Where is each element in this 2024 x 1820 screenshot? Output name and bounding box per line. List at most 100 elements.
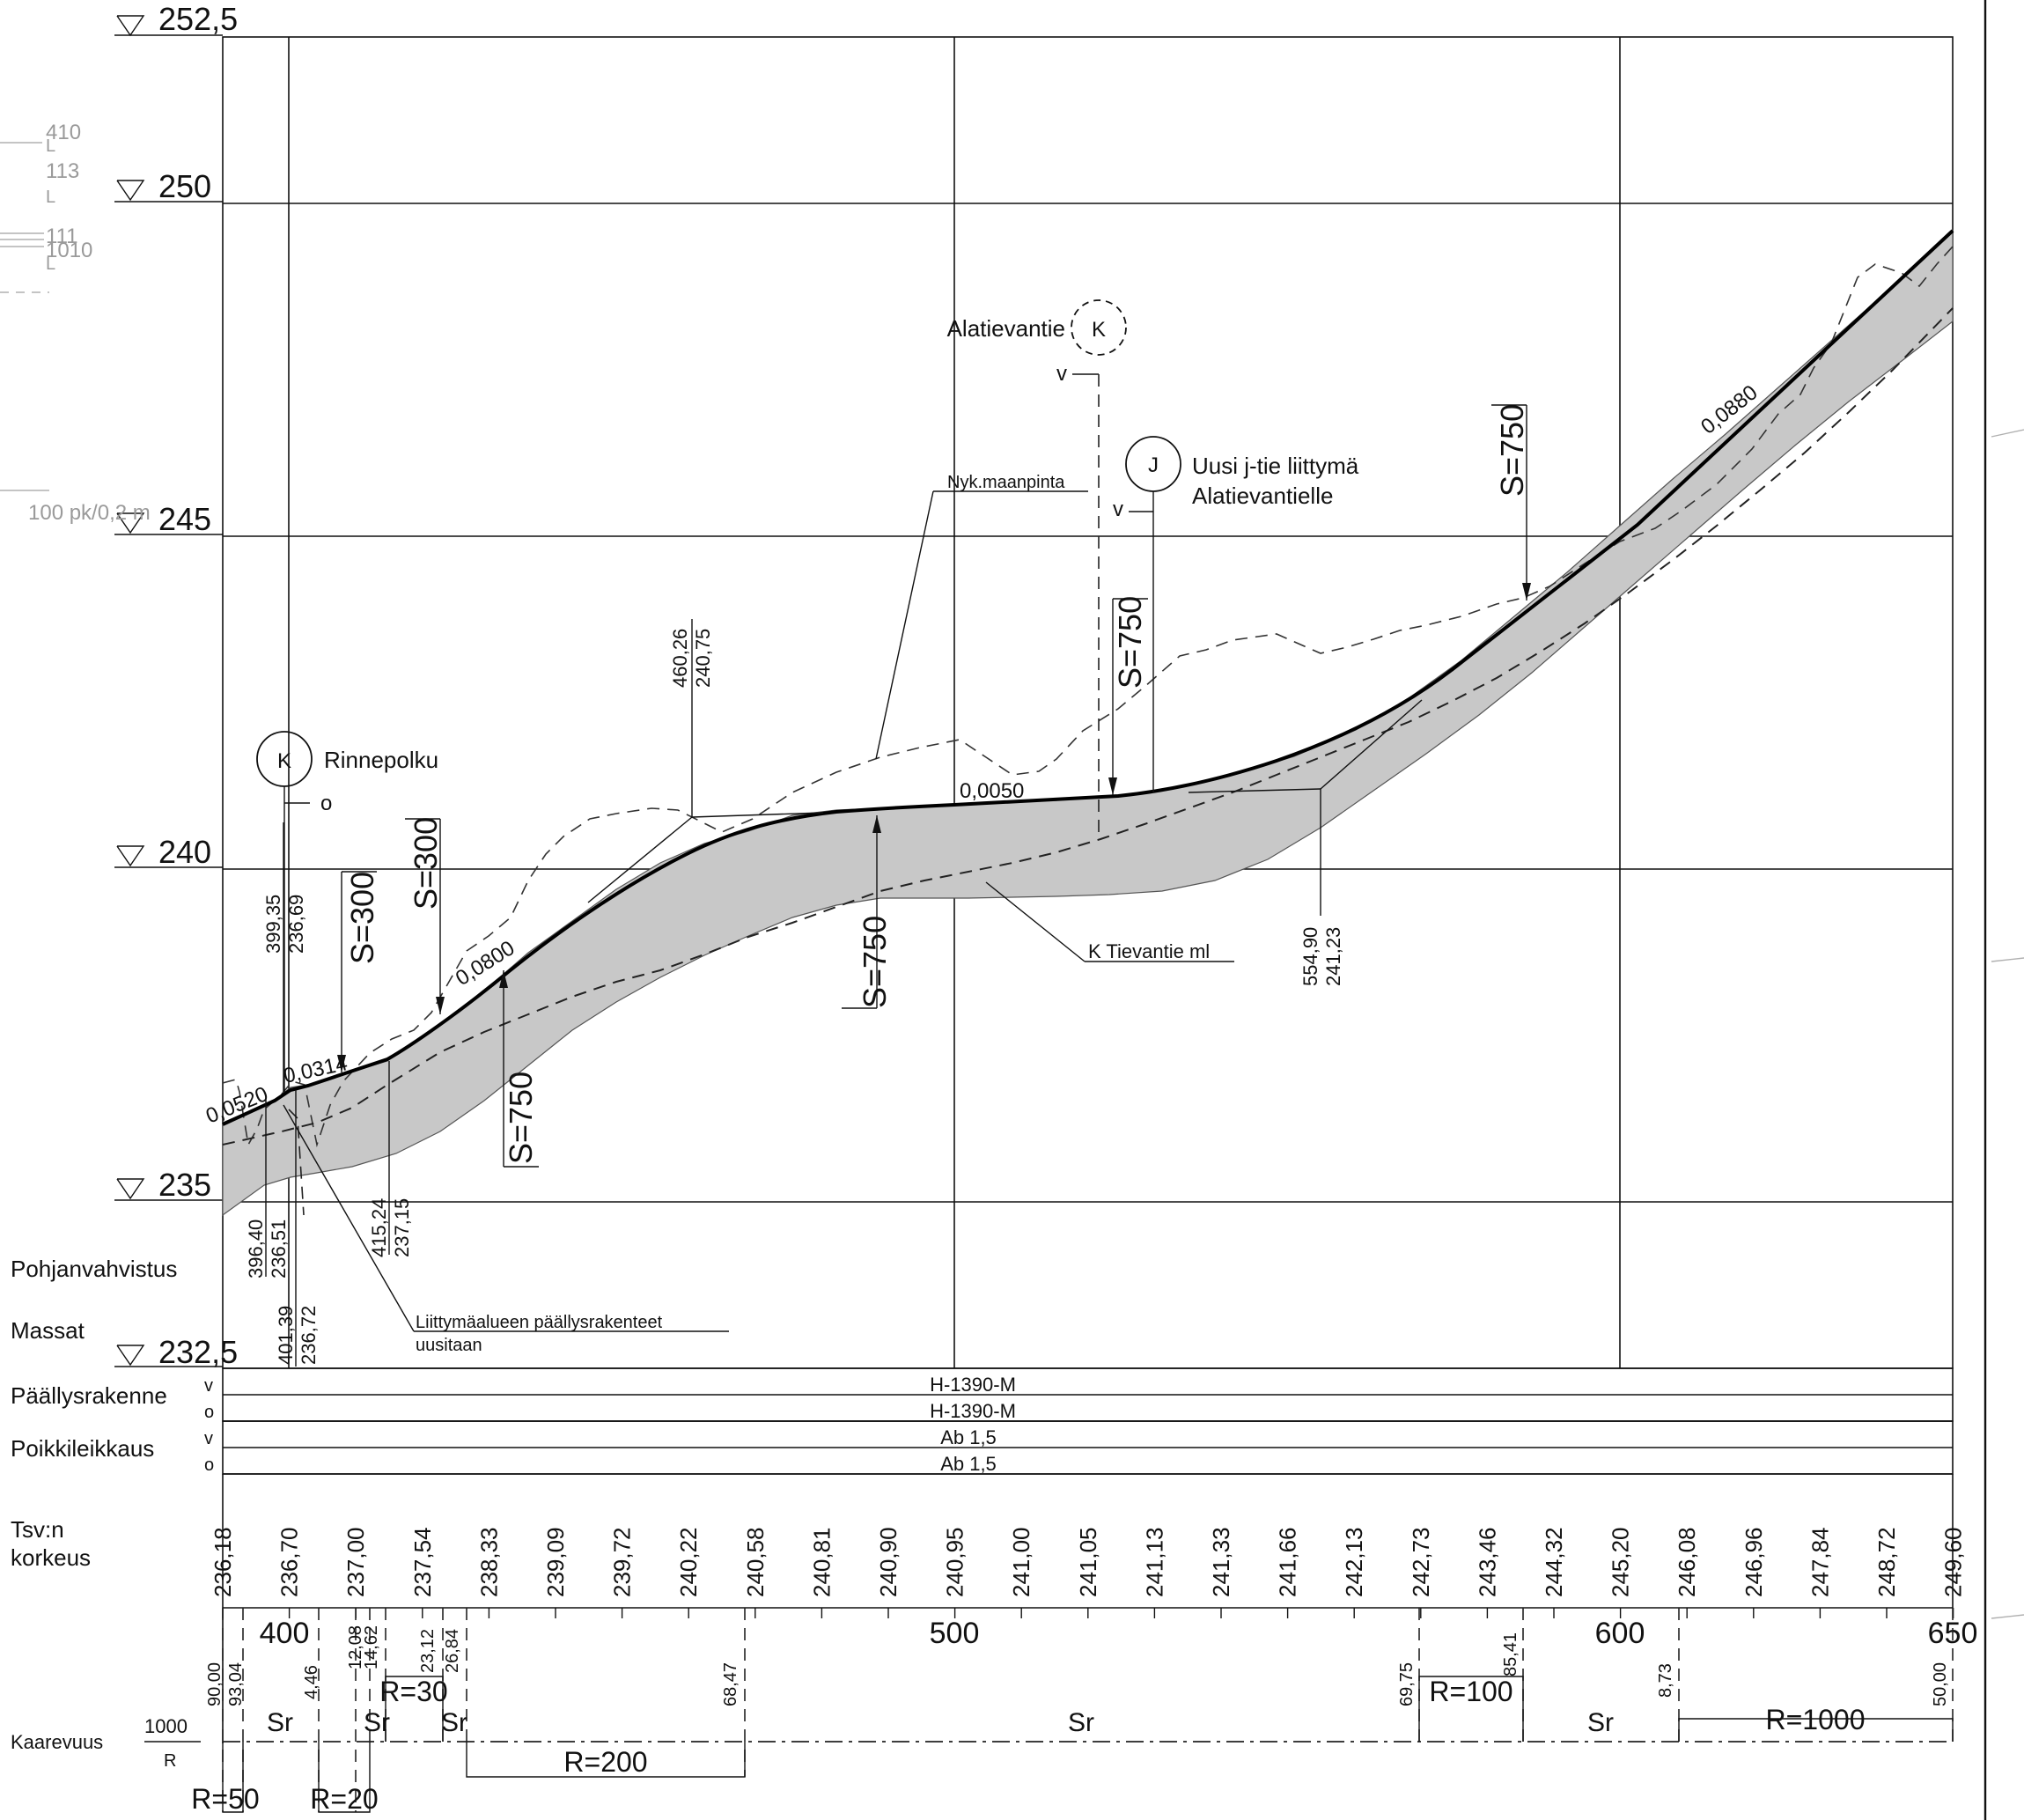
faint-label-1010: 1010 <box>46 239 92 262</box>
break-point-460: 460,26 240,75 <box>587 619 824 903</box>
curvature-point-label: 23,12 <box>418 1629 438 1673</box>
curvature-point-label: 8,73 <box>1656 1663 1675 1698</box>
tsv-height-value: 242,73 <box>1408 1527 1434 1597</box>
row-label-massat: Massat <box>11 1317 85 1344</box>
station-label-600: 600 <box>1595 1617 1645 1650</box>
curvature-seg-sr-4: Sr <box>1068 1708 1094 1737</box>
poikkileikkaus-v: v <box>204 1429 213 1448</box>
row-label-tsv-line1: Tsv:n <box>11 1516 64 1543</box>
structure-rows: H-1390-M H-1390-M Ab 1,5 Ab 1,5 <box>222 1367 1954 1475</box>
tsv-height-value: 241,13 <box>1141 1527 1167 1597</box>
tsv-height-value: 239,09 <box>542 1527 569 1597</box>
row-label-poikkileikkaus: Poikkileikkaus <box>11 1435 154 1462</box>
faint-label-l3: L <box>46 254 55 274</box>
junction-uusi-j-tie: J Uusi j-tie liittymä Alatievantielle v <box>1113 436 1359 792</box>
tsv-height-value: 239,72 <box>609 1527 636 1597</box>
faint-label-l2: L <box>46 188 55 207</box>
break-point-554-station: 554,90 <box>1299 927 1321 986</box>
curvature-seg-r200: R=200 <box>563 1746 647 1778</box>
curvature-point-label: 68,47 <box>721 1662 740 1706</box>
tsv-height-value: 240,81 <box>808 1527 835 1597</box>
tsv-height-value: 248,72 <box>1873 1527 1900 1597</box>
curvature-point-label: 4,46 <box>302 1665 321 1699</box>
alatievantie-v: v <box>1056 362 1067 386</box>
vertical-curve-s300-a: S=300 <box>337 871 380 1072</box>
tsv-height-value: 247,84 <box>1807 1527 1833 1597</box>
break-point-554: 554,90 241,23 <box>1188 699 1423 986</box>
break-point-399-elevation: 236,69 <box>285 895 307 954</box>
break-point-396-elevation: 236,51 <box>268 1219 290 1278</box>
break-point-460-station: 460,26 <box>669 629 691 688</box>
rinnepolku-junction: K Rinnepolku o <box>256 731 438 1092</box>
vertical-curve-s750-d: S=750 <box>1491 404 1531 601</box>
curvature-point-label: 50,00 <box>1931 1662 1950 1706</box>
elevation-marker-240: 240 <box>114 834 223 870</box>
tsv-height-value: 246,96 <box>1741 1527 1767 1597</box>
curvature-seg-sr-2: Sr <box>364 1708 390 1737</box>
k-tievantie-label: K Tievantie ml <box>1088 940 1210 962</box>
tsv-height-value: 246,08 <box>1674 1527 1700 1597</box>
break-point-399: 399,35 236,69 <box>262 822 307 1092</box>
row-label-kaarevuus: Kaarevuus <box>11 1731 103 1753</box>
alatievantie-label: Alatievantie <box>947 315 1065 342</box>
vertical-curve-label-s750-b: S=750 <box>857 916 893 1008</box>
curvature-seg-r50: R=50 <box>191 1783 259 1815</box>
road-profile-line <box>222 229 1954 1126</box>
faint-label-l1: L <box>46 136 55 156</box>
curvature-point-label: 12,08 <box>346 1625 365 1669</box>
tsv-height-value: 241,66 <box>1275 1527 1301 1597</box>
elevation-label-240: 240 <box>158 834 211 870</box>
vertical-curve-s750-a: S=750 <box>499 970 539 1168</box>
tsv-height-value: 249,60 <box>1940 1527 1967 1597</box>
break-point-401: 401,39 236,72 <box>275 1090 320 1367</box>
curvature-point-label: 90,00 <box>205 1662 224 1706</box>
curvature-point-label: 85,41 <box>1501 1632 1520 1676</box>
row-label-tsv-line2: korkeus <box>11 1544 91 1571</box>
subgrade-dashed-line <box>222 307 1954 1216</box>
nyk-maanpinta-callout: Nyk.maanpinta <box>875 473 1088 760</box>
faint-label-113: 113 <box>46 159 79 183</box>
station-label-400: 400 <box>260 1617 310 1650</box>
liittyma-callout: Liittymäalueen päällysrakenteet uusitaan <box>283 1104 729 1355</box>
uusi-label-line1: Uusi j-tie liittymä <box>1192 453 1359 479</box>
elevation-marker-232-5: 232,5 <box>114 1334 238 1370</box>
vertical-curve-label-s300-b: S=300 <box>408 817 444 910</box>
vertical-curve-markers: S=300 S=300 S=750 S=750 S=750 <box>337 404 1531 1168</box>
uusi-marker-j: J <box>1148 453 1159 477</box>
tsv-height-value: 240,58 <box>742 1527 769 1597</box>
tsv-height-value: 240,22 <box>675 1527 702 1597</box>
rinnepolku-o: o <box>320 792 332 815</box>
elevation-label-245: 245 <box>158 501 211 537</box>
curvature-point-label: 14,62 <box>362 1625 381 1669</box>
tsv-height-value: 241,00 <box>1008 1527 1034 1597</box>
liittyma-label-line1: Liittymäalueen päällysrakenteet <box>416 1313 663 1332</box>
junction-alatievantie: K Alatievantie v <box>947 299 1127 839</box>
tsv-height-value: 236,18 <box>210 1527 236 1597</box>
pavement-structure-band <box>222 229 1954 1217</box>
vertical-curve-label-s300-a: S=300 <box>344 872 380 964</box>
row-labels: Pohjanvahvistus Massat Päällysrakenne v … <box>11 1256 214 1753</box>
elevation-marker-252-5: 252,5 <box>114 1 238 37</box>
curvature-seg-r1000: R=1000 <box>1766 1704 1866 1735</box>
curvature-seg-sr-1: Sr <box>267 1708 293 1737</box>
tsv-height-value: 243,46 <box>1474 1527 1500 1597</box>
elevation-label-235: 235 <box>158 1167 211 1203</box>
curvature-seg-sr-3: Sr <box>441 1708 467 1737</box>
elevation-markers: 252,5 250 245 240 235 232,5 <box>114 1 238 1370</box>
break-point-labels: 399,35 236,69 396,40 236,51 401,39 236,7… <box>245 619 1423 1367</box>
break-point-396: 396,40 236,51 <box>245 1096 290 1278</box>
elevation-label-252-5: 252,5 <box>158 1 238 37</box>
rinnepolku-marker-k: K <box>277 749 291 773</box>
elevation-marker-235: 235 <box>114 1167 223 1203</box>
tsv-height-value: 237,00 <box>342 1527 369 1597</box>
uusi-v: v <box>1113 497 1123 521</box>
station-ticks <box>222 1608 1954 1618</box>
break-point-396-station: 396,40 <box>245 1219 267 1278</box>
poikkileikkaus-o-value: Ab 1,5 <box>940 1453 997 1475</box>
curvature-seg-r30: R=30 <box>379 1676 447 1707</box>
tsv-height-value: 237,54 <box>409 1527 436 1597</box>
curvature-point-label: 69,75 <box>1397 1662 1417 1706</box>
vertical-curve-label-s750-c: S=750 <box>1112 596 1148 689</box>
station-axis: 400 500 600 650 <box>222 1608 1977 1650</box>
